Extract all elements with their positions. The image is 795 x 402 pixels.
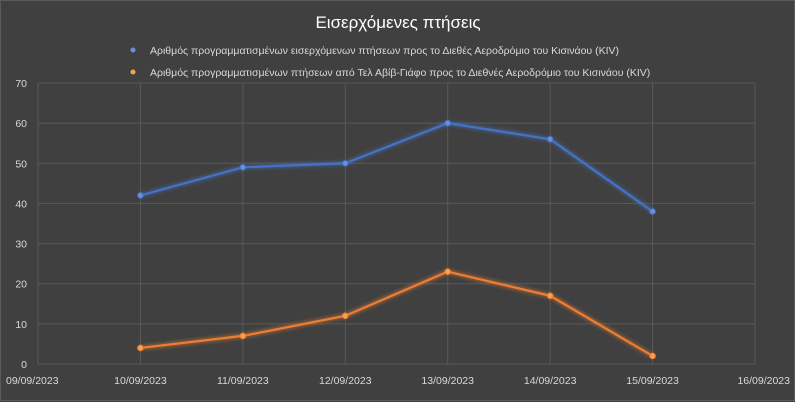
data-point [546, 292, 554, 300]
data-point [137, 344, 144, 352]
x-tick-label: 12/09/2023 [319, 375, 372, 387]
x-tick-label: 14/09/2023 [524, 375, 577, 387]
chart-title: Εισερχόμενες πτήσεις [315, 13, 480, 32]
y-tick-label: 30 [15, 239, 27, 251]
data-point [444, 268, 452, 275]
data-point [649, 208, 656, 215]
x-tick-label: 15/09/2023 [626, 375, 679, 387]
series-line-2 [140, 270, 654, 357]
y-tick-label: 10 [15, 319, 27, 331]
x-tick-label: 13/09/2023 [421, 375, 474, 387]
series-group [137, 119, 656, 360]
y-tick-label: 60 [15, 118, 27, 130]
y-tick-label: 40 [15, 198, 27, 210]
legend-label: Αριθμός προγραμματισμένων πτήσεων από Τε… [150, 67, 650, 79]
y-tick-label: 70 [15, 78, 27, 90]
data-point [649, 352, 656, 360]
data-point [137, 192, 144, 199]
data-point [341, 159, 349, 167]
data-point [239, 332, 247, 340]
data-point [444, 119, 452, 127]
data-point [546, 135, 554, 143]
x-tick-label: 16/09/2023 [737, 375, 790, 387]
x-tick-label: 09/09/2023 [6, 375, 59, 387]
x-tick-label: 11/09/2023 [217, 375, 269, 387]
series-line-1 [140, 122, 654, 213]
data-point [239, 164, 247, 171]
legend-marker [130, 69, 136, 75]
y-tick-label: 50 [15, 158, 27, 170]
legend: Αριθμός προγραμματισμένων εισερχόμενων π… [121, 45, 650, 79]
gridlines [37, 82, 756, 365]
data-point [341, 312, 349, 320]
x-tick-label: 10/09/2023 [114, 375, 167, 387]
y-tick-label: 0 [21, 359, 27, 371]
legend-marker [130, 47, 136, 53]
y-axis: 0 10 20 30 40 50 60 70 [15, 78, 27, 371]
x-axis: 09/09/2023 10/09/2023 11/09/2023 12/09/2023… [6, 375, 790, 387]
y-tick-label: 20 [15, 279, 27, 291]
legend-label: Αριθμός προγραμματισμένων εισερχόμενων π… [150, 45, 619, 57]
